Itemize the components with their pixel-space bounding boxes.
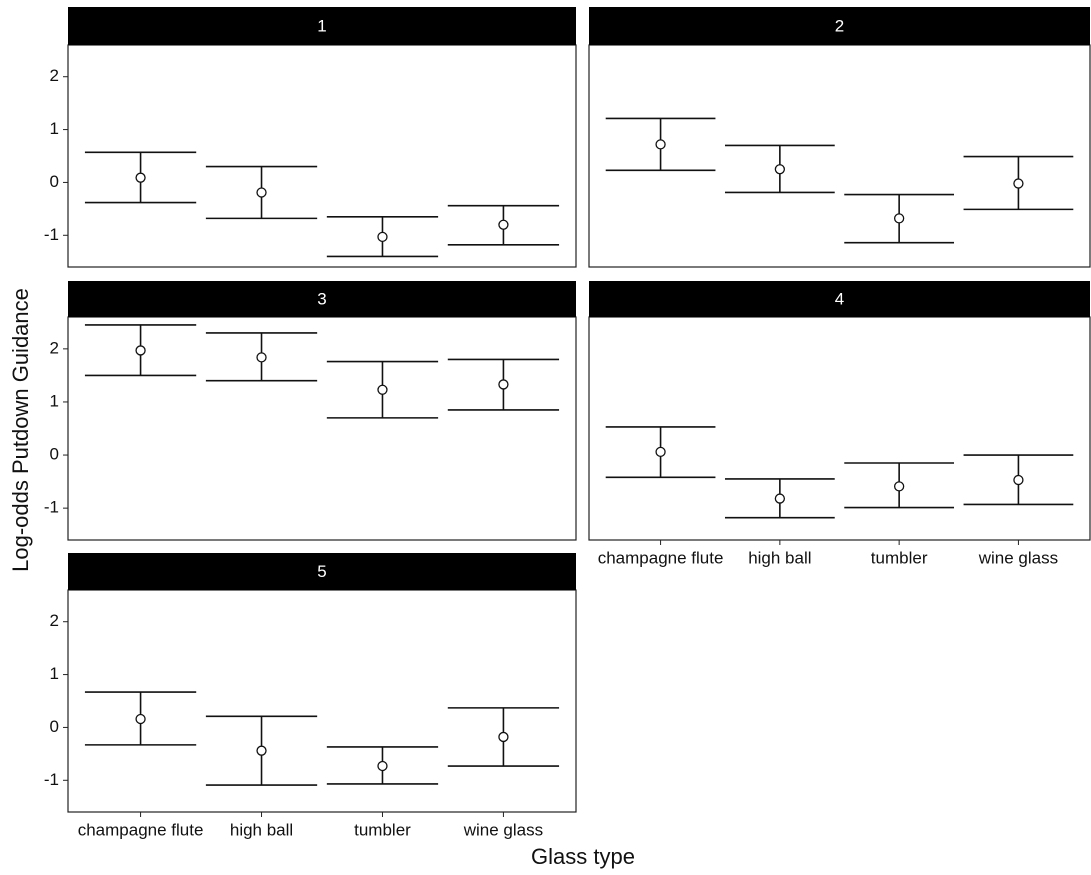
- point: [1013, 474, 1024, 486]
- point: [774, 493, 786, 504]
- strip: [68, 553, 576, 590]
- y-tick-label: 1: [50, 119, 59, 138]
- strip: [589, 7, 1090, 45]
- x-tick-label: wine glass: [463, 820, 543, 839]
- point: [655, 446, 666, 458]
- point: [774, 164, 786, 175]
- x-tick-label: tumbler: [871, 548, 928, 567]
- point: [256, 352, 267, 363]
- strip: [589, 281, 1090, 317]
- y-tick-label: 1: [50, 391, 59, 410]
- y-axis-label: Log-odds Putdown Guidance: [8, 288, 33, 572]
- point: [498, 379, 509, 390]
- x-tick-label: high ball: [748, 548, 811, 567]
- y-tick-label: 2: [50, 66, 59, 85]
- point: [256, 187, 267, 198]
- y-tick-label: 0: [50, 717, 59, 736]
- point: [377, 760, 388, 772]
- y-tick-label: 2: [50, 338, 59, 357]
- x-tick-label: champagne flute: [598, 548, 724, 567]
- panel-border: [588, 316, 1091, 541]
- point: [1013, 178, 1024, 189]
- x-axis-label: Glass type: [531, 844, 635, 869]
- point: [377, 384, 388, 395]
- panel-border: [67, 589, 577, 813]
- panel-title: 4: [835, 289, 844, 308]
- x-tick-label: champagne flute: [78, 820, 204, 839]
- y-tick-label: 0: [50, 445, 59, 464]
- panel-title: 5: [317, 562, 326, 581]
- y-tick-label: 1: [50, 664, 59, 683]
- point: [135, 172, 146, 183]
- point: [498, 731, 509, 743]
- y-tick-label: -1: [44, 225, 59, 244]
- y-tick-label: -1: [44, 770, 59, 789]
- y-tick-label: 0: [50, 172, 59, 191]
- point: [377, 231, 388, 243]
- point: [498, 219, 509, 230]
- point: [135, 713, 146, 725]
- point: [135, 345, 146, 356]
- point: [256, 745, 267, 756]
- strip: [68, 281, 576, 317]
- panel-border: [67, 44, 577, 268]
- panel-title: 1: [317, 16, 326, 35]
- point: [893, 481, 905, 492]
- x-tick-label: high ball: [230, 820, 293, 839]
- point: [655, 139, 666, 150]
- strip: [68, 7, 576, 45]
- x-tick-label: wine glass: [978, 548, 1058, 567]
- x-tick-label: tumbler: [354, 820, 411, 839]
- point: [893, 213, 905, 224]
- y-tick-label: 2: [50, 611, 59, 630]
- panel-title: 3: [317, 289, 326, 308]
- y-tick-label: -1: [44, 498, 59, 517]
- panel-title: 2: [835, 16, 844, 35]
